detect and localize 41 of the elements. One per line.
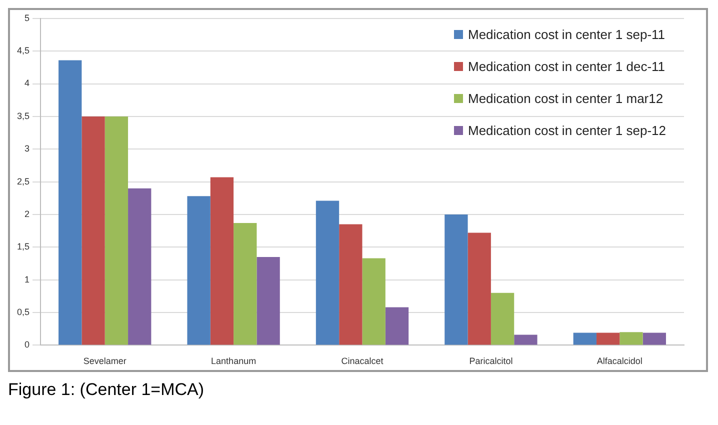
x-tick-label: Paricalcitol [469, 356, 513, 366]
y-tick-label: 0 [24, 340, 30, 350]
x-tick-label: Lanthanum [211, 356, 256, 366]
bar [620, 332, 643, 345]
bar [316, 200, 340, 345]
y-tick-label: 3 [24, 144, 30, 154]
bar [596, 332, 620, 345]
bar [187, 196, 210, 345]
y-tick-label: 0,5 [16, 307, 30, 318]
y-tick-label: 5 [24, 12, 30, 23]
bar [58, 60, 82, 345]
legend-label: Medication cost in center 1 mar12 [468, 90, 664, 106]
bar [128, 188, 152, 345]
y-tick-label: 4,5 [16, 46, 30, 56]
bar [104, 116, 128, 345]
legend-label: Medication cost in center 1 sep-12 [468, 122, 666, 138]
y-tick-label: 2 [24, 208, 30, 219]
y-tick-label: 1,5 [16, 242, 30, 252]
y-tick-label: 4 [24, 78, 30, 88]
x-tick-label: Cinacalcet [341, 356, 384, 366]
y-tick-label: 1 [24, 274, 30, 284]
bar [234, 222, 257, 345]
bar [256, 256, 280, 345]
bar [210, 177, 234, 345]
x-tick-label: Sevelamer [83, 356, 126, 366]
bar [339, 224, 362, 345]
bar [573, 332, 596, 345]
bar [444, 214, 468, 345]
caption: Figure 1: (Center 1=MCA) [8, 380, 206, 400]
y-tick-label: 2,5 [16, 176, 30, 186]
bar [642, 332, 666, 345]
bar [514, 334, 538, 345]
x-tick-label: Alfacalcidol [596, 356, 642, 366]
legend-label: Medication cost in center 1 sep-11 [468, 26, 666, 42]
bar [490, 292, 514, 345]
bar [468, 232, 491, 345]
legend-label: Medication cost in center 1 dec-11 [468, 58, 666, 74]
bar [385, 307, 409, 345]
y-tick-label: 3,5 [16, 110, 30, 121]
bar [82, 116, 105, 345]
bar [362, 258, 386, 345]
